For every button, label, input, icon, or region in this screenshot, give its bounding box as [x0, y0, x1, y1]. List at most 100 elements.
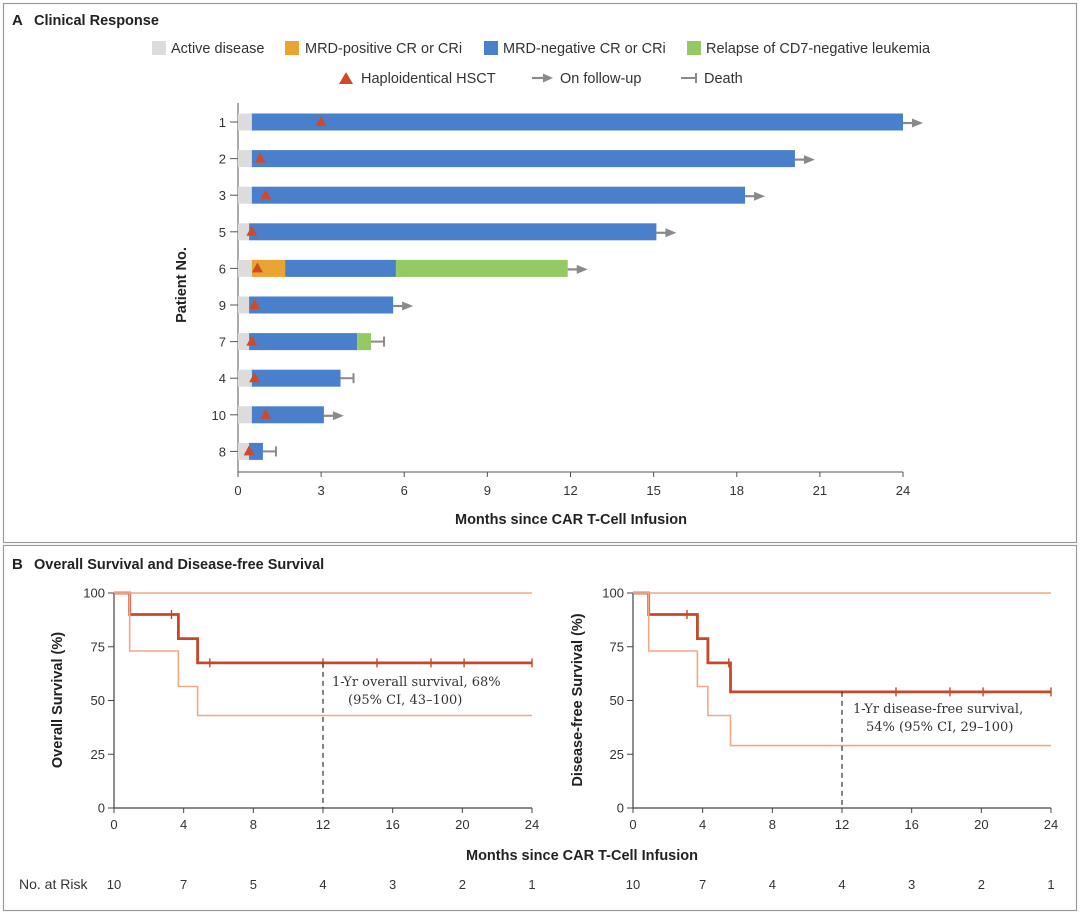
risk-count: 4 [319, 877, 326, 892]
bar-segment-active [238, 333, 250, 351]
bar-segment-mrd_neg [251, 150, 795, 168]
panel-a-border [2, 2, 1078, 544]
bar-segment-mrd_neg [249, 333, 358, 351]
km-y-tick-label: 25 [610, 747, 624, 762]
hsct-triangle-icon [249, 299, 261, 309]
hsct-triangle-icon [246, 225, 258, 236]
followup-arrow-icon [402, 301, 414, 311]
legend-item-mrd-pos: MRD-positive CR or CRi [285, 41, 462, 57]
bar-segment-mrd_pos [251, 259, 286, 277]
risk-table: 10 7 5 4 3 2 1 10 7 4 4 3 2 1 [107, 877, 1055, 892]
risk-table-label: No. at Risk [19, 876, 88, 892]
patient-label: 5 [219, 225, 226, 240]
swimmer-x-tick-label: 9 [484, 483, 491, 498]
hsct-triangle-icon [315, 116, 327, 126]
km-overall-survival: 0 25 50 75 100 0 4 8 12 16 20 24 1-Yr overall surviv… [83, 586, 539, 833]
legend-hsct-triangle-icon [339, 72, 353, 84]
hsct-triangle-icon [254, 152, 266, 163]
legend-item-followup: On follow-up [532, 71, 641, 87]
swimmer-x-tick-label: 6 [401, 483, 408, 498]
swimmer-x-tick-label: 24 [896, 483, 910, 498]
patient-label: 7 [219, 335, 226, 350]
panel-a-title: Clinical Response [34, 13, 159, 29]
patient-label: 6 [219, 261, 226, 276]
bar-segment-active [238, 150, 252, 168]
legend-label-relapse: Relapse of CD7-negative leukemia [706, 41, 931, 57]
km-y-tick-label: 75 [91, 639, 105, 654]
km-y-tick-label: 100 [602, 586, 624, 601]
risk-count: 2 [459, 877, 466, 892]
km-y-tick-label: 50 [91, 693, 105, 708]
bar-segment-mrd_neg [251, 406, 324, 424]
risk-count: 5 [250, 877, 257, 892]
patient-label: 4 [219, 371, 226, 386]
km-y-tick-label: 50 [610, 693, 624, 708]
km-line-lower [633, 592, 1051, 747]
legend-label-active: Active disease [171, 41, 265, 57]
legend-swatch-mrd-neg [484, 41, 498, 55]
km-x-tick-label: 4 [180, 817, 187, 832]
bar-segment-mrd_neg [249, 442, 263, 460]
legend-label-hsct: Haploidentical HSCT [361, 71, 496, 87]
patient-label: 9 [219, 298, 226, 313]
panel-b-letter: B [12, 556, 23, 573]
legend-swatch-active [152, 41, 166, 55]
followup-arrow-icon [576, 264, 588, 274]
swimmer-x-tick-label: 18 [730, 483, 744, 498]
km-line-estimate [114, 591, 532, 665]
patient-label: 10 [212, 408, 226, 423]
hsct-triangle-icon [251, 262, 263, 273]
bar-segment-mrd_neg [251, 113, 903, 131]
dfs-y-axis-label: Disease-free Survival (%) [570, 613, 586, 786]
followup-arrow-icon [754, 191, 766, 201]
bar-segment-relapse [395, 259, 568, 277]
swimmer-x-tick-label: 21 [813, 483, 827, 498]
hsct-triangle-icon [243, 445, 255, 456]
bar-segment-relapse [357, 333, 371, 351]
legend-label-mrd-neg: MRD-negative CR or CRi [503, 41, 666, 57]
legend-label-death: Death [704, 71, 743, 87]
panel-b-border [2, 544, 1078, 912]
os-y-axis-label: Overall Survival (%) [50, 632, 66, 768]
km-x-axis-label: Months since CAR T-Cell Infusion [466, 848, 698, 864]
os-annotation-line: (95% CI, 43–100) [348, 693, 462, 708]
km-x-tick-label: 20 [455, 817, 469, 832]
hsct-triangle-icon [246, 335, 258, 346]
swimmer-x-tick-label: 0 [234, 483, 241, 498]
km-x-tick-label: 20 [974, 817, 988, 832]
bar-segment-mrd_neg [249, 296, 394, 314]
patient-label: 3 [219, 188, 226, 203]
legend-item-active: Active disease [152, 41, 265, 57]
km-x-tick-label: 24 [525, 817, 539, 832]
risk-count: 2 [978, 877, 985, 892]
km-line-estimate [633, 591, 1051, 694]
bar-segment-active [238, 259, 252, 277]
bar-segment-active [238, 186, 252, 204]
legend-label-followup: On follow-up [560, 71, 641, 87]
legend-a: Active disease MRD-positive CR or CRi MR… [152, 41, 931, 87]
panel-a-letter: A [12, 12, 23, 29]
followup-arrow-icon [912, 118, 923, 128]
hsct-triangle-icon [249, 372, 261, 383]
km-x-tick-label: 8 [769, 817, 776, 832]
bar-segment-mrd_neg [285, 259, 396, 277]
os-annotation-line: 1-Yr overall survival, 68% [332, 675, 501, 690]
km-line-lower [114, 592, 532, 717]
km-y-tick-label: 75 [610, 639, 624, 654]
bar-segment-mrd_neg [249, 223, 657, 241]
swimmer-y-axis-label: Patient No. [174, 247, 190, 323]
risk-count: 1 [1047, 877, 1054, 892]
bar-segment-active [238, 406, 252, 424]
km-x-tick-label: 12 [316, 817, 330, 832]
followup-arrow-icon [665, 228, 677, 238]
swimmer-x-axis-label: Months since CAR T-Cell Infusion [455, 512, 687, 528]
km-x-tick-label: 16 [904, 817, 918, 832]
legend-swatch-relapse [687, 41, 701, 55]
risk-count: 10 [626, 877, 640, 892]
km-x-tick-label: 12 [835, 817, 849, 832]
bar-segment-active [238, 113, 252, 131]
km-x-tick-label: 24 [1044, 817, 1058, 832]
hsct-triangle-icon [260, 189, 272, 200]
risk-count: 7 [699, 877, 706, 892]
